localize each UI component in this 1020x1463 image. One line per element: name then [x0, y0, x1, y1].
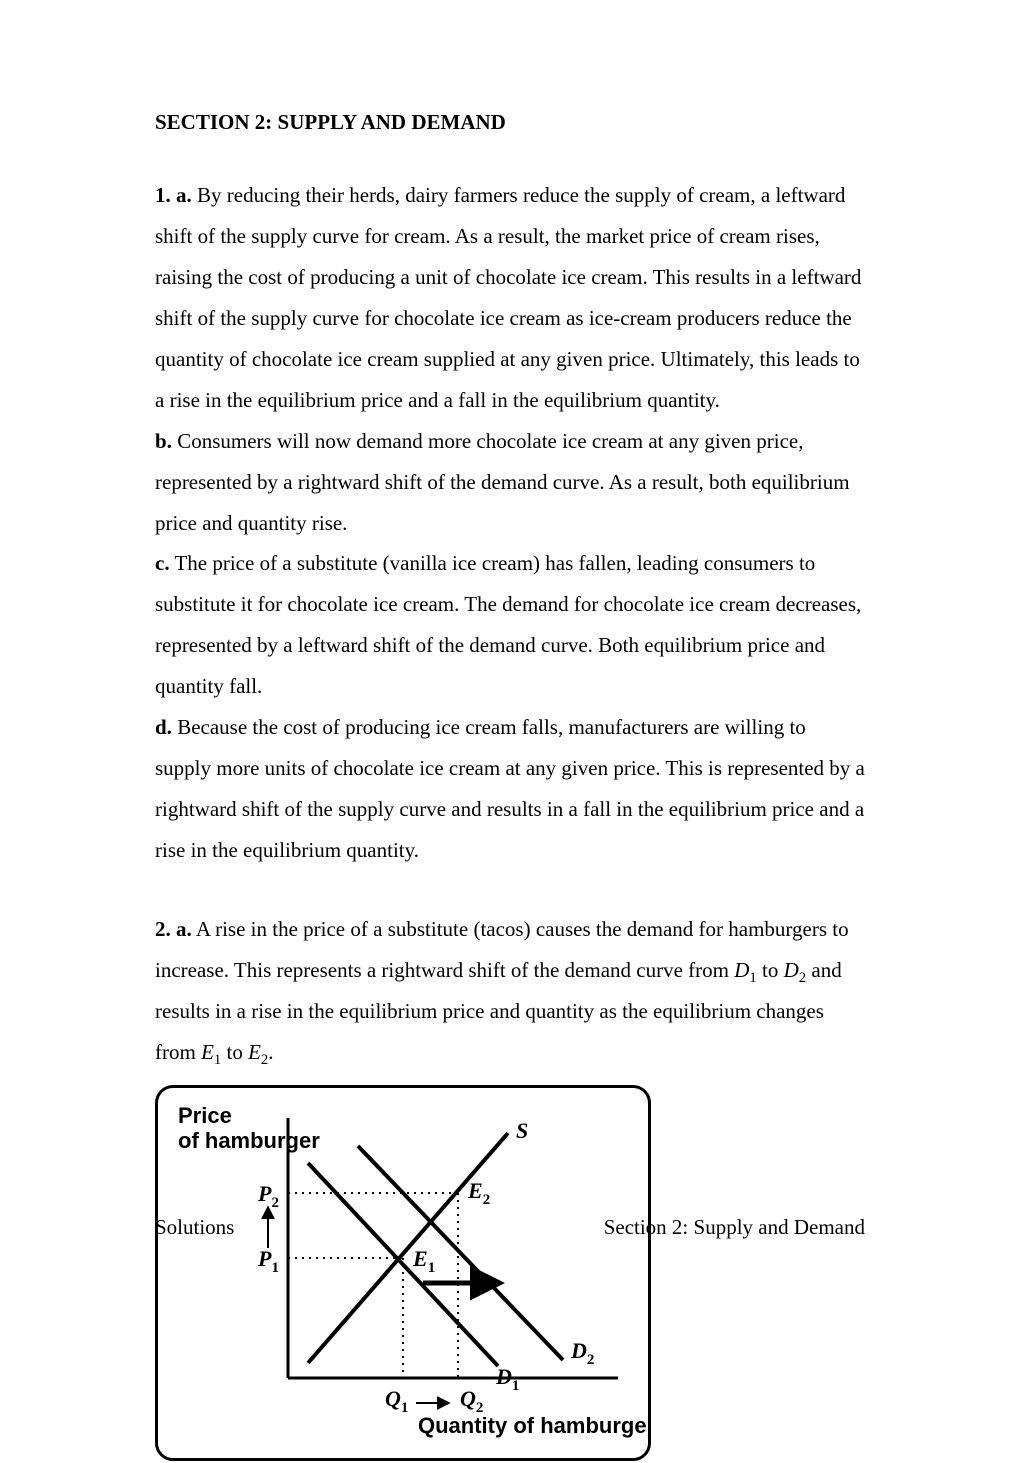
svg-text:Price: Price [178, 1103, 232, 1128]
q2a-e2: E [248, 1040, 261, 1064]
supply-demand-chart: Priceof hamburger S D1 D2 E1 E2 P1 P2 Q1 Q2Quanti… [155, 1085, 651, 1461]
footer-left: Solutions [155, 1215, 234, 1240]
svg-text:P2: P2 [257, 1181, 279, 1211]
svg-text:D2: D2 [570, 1338, 594, 1368]
q1c: c. The price of a substitute (vanilla ic… [155, 543, 865, 707]
footer-right: Section 2: Supply and Demand [604, 1215, 865, 1240]
q1c-text: The price of a substitute (vanilla ice c… [155, 551, 861, 698]
q1c-label: c. [155, 551, 170, 575]
svg-text:P1: P1 [257, 1246, 279, 1276]
q2a-end: . [268, 1040, 273, 1064]
q1b: b. Consumers will now demand more chocol… [155, 421, 865, 544]
svg-text:Quantity of hamburgers: Quantity of hamburgers [418, 1413, 648, 1438]
svg-text:Q2: Q2 [460, 1386, 483, 1416]
svg-text:Q1: Q1 [385, 1386, 408, 1416]
q2a-mid1: to [757, 958, 784, 982]
chart-svg: Priceof hamburger S D1 D2 E1 E2 P1 P2 Q1 Q2Quanti… [158, 1088, 648, 1458]
q1a-text: By reducing their herds, dairy farmers r… [155, 183, 861, 412]
q2a-s1: 1 [749, 970, 756, 986]
svg-text:E2: E2 [467, 1178, 490, 1208]
svg-text:E1: E1 [412, 1246, 435, 1276]
q2a-d1: D [734, 958, 749, 982]
svg-text:S: S [516, 1118, 528, 1143]
section-title: SECTION 2: SUPPLY AND DEMAND [155, 110, 865, 135]
q2a-e1: E [201, 1040, 214, 1064]
q2a-mid3: to [221, 1040, 248, 1064]
q2a-d2: D [784, 958, 799, 982]
svg-text:of hamburger: of hamburger [178, 1128, 320, 1153]
q1d-text: Because the cost of producing ice cream … [155, 715, 865, 862]
page: SECTION 2: SUPPLY AND DEMAND 1. a. By re… [0, 0, 1020, 1320]
q2a-label: 2. a. [155, 917, 192, 941]
q2a: 2. a. A rise in the price of a substitut… [155, 909, 865, 1073]
q1b-text: Consumers will now demand more chocolate… [155, 429, 850, 535]
q1d-label: d. [155, 715, 172, 739]
page-footer: Solutions Section 2: Supply and Demand [155, 1215, 865, 1240]
q1a-label: 1. a. [155, 183, 192, 207]
q1a: 1. a. By reducing their herds, dairy far… [155, 175, 865, 421]
q1d: d. Because the cost of producing ice cre… [155, 707, 865, 871]
svg-text:D1: D1 [495, 1364, 519, 1394]
q1b-label: b. [155, 429, 172, 453]
